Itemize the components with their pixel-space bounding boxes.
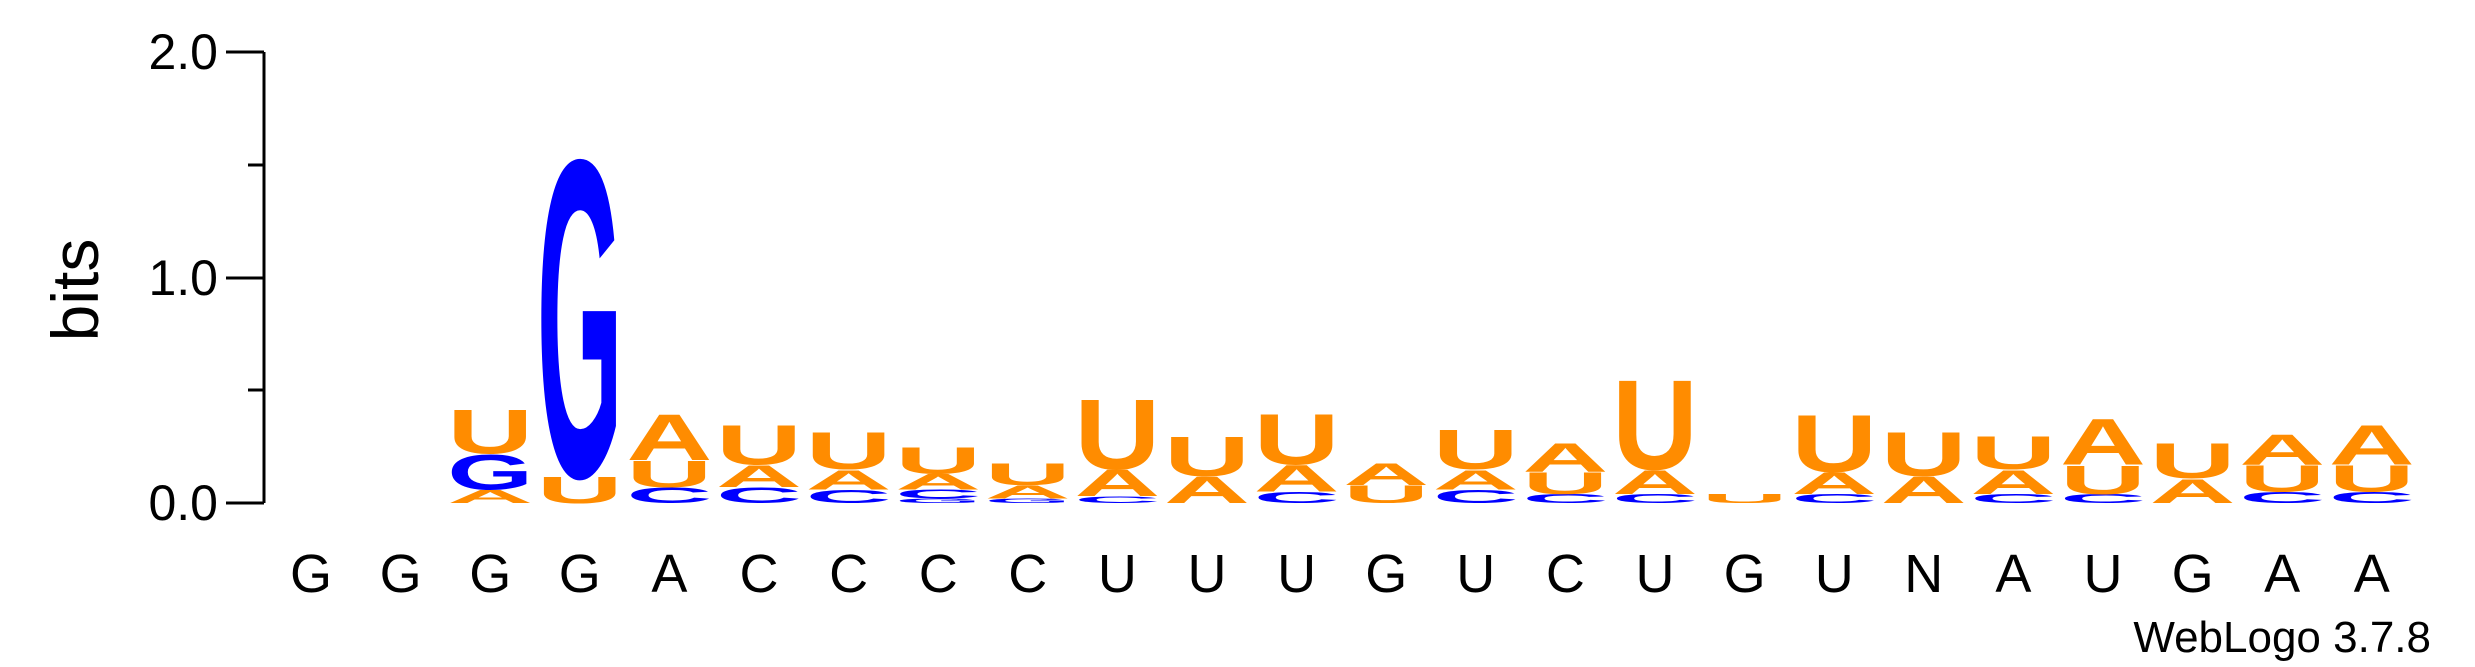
- logo-letter-14-U: U: [1433, 418, 1519, 481]
- y-axis-title: bits: [38, 239, 112, 342]
- logo-letter-4-G: G: [537, 66, 623, 573]
- position-label-19: N: [1904, 544, 1943, 604]
- position-label-23: A: [2264, 544, 2300, 604]
- y-tick-label-1: 1.0: [148, 250, 218, 306]
- position-label-1: G: [290, 544, 332, 604]
- logo-letter-24-A: A: [2329, 414, 2415, 477]
- logo-letter-11-U: U: [1164, 425, 1250, 488]
- logo-letter-19-U: U: [1881, 420, 1967, 490]
- logo-letter-12-U: U: [1254, 400, 1340, 481]
- logo-letter-10-U: U: [1074, 379, 1160, 491]
- logo-letter-6-U: U: [716, 414, 802, 477]
- position-label-21: U: [2084, 544, 2123, 604]
- logo-letter-13-A: A: [1343, 457, 1429, 492]
- position-label-14: U: [1456, 544, 1495, 604]
- position-label-17: G: [1724, 544, 1766, 604]
- position-label-16: U: [1636, 544, 1675, 604]
- logo-letter-18-U: U: [1791, 398, 1877, 489]
- position-label-15: C: [1546, 544, 1585, 604]
- position-label-10: U: [1098, 544, 1137, 604]
- position-label-7: C: [829, 544, 868, 604]
- position-label-4: G: [559, 544, 601, 604]
- position-label-11: U: [1188, 544, 1227, 604]
- logo-letter-5-A: A: [626, 401, 712, 474]
- position-label-6: C: [740, 544, 779, 604]
- logo-letter-3-U: U: [447, 397, 533, 467]
- y-tick-label-0: 0.0: [148, 475, 218, 531]
- logo-letter-16-U: U: [1612, 354, 1698, 497]
- y-axis: 0.0 1.0 2.0 bits: [38, 24, 264, 531]
- logo-letter-17-U: U: [1702, 492, 1788, 506]
- logo-letter-7-U: U: [806, 421, 892, 480]
- logo-letter-15-A: A: [1522, 434, 1608, 480]
- position-label-5: A: [651, 544, 687, 604]
- logo-letter-21-A: A: [2060, 406, 2146, 479]
- position-label-18: U: [1815, 544, 1854, 604]
- y-tick-label-2: 2.0: [148, 24, 218, 80]
- position-label-22: G: [2172, 544, 2214, 604]
- position-label-12: U: [1277, 544, 1316, 604]
- position-label-24: A: [2354, 544, 2390, 604]
- position-label-13: G: [1365, 544, 1407, 604]
- weblogo-credit: WebLogo 3.7.8: [2133, 613, 2431, 662]
- logo-letter-22-U: U: [2150, 433, 2236, 489]
- position-label-20: A: [1995, 544, 2031, 604]
- position-label-9: C: [1008, 544, 1047, 604]
- logo-letter-8-U: U: [895, 440, 981, 482]
- logo-letter-9-U: U: [985, 457, 1071, 492]
- position-label-8: C: [919, 544, 958, 604]
- position-label-3: G: [469, 544, 511, 604]
- logo-letter-23-A: A: [2239, 426, 2325, 475]
- position-label-2: G: [380, 544, 422, 604]
- logo-letter-20-U: U: [1970, 427, 2056, 479]
